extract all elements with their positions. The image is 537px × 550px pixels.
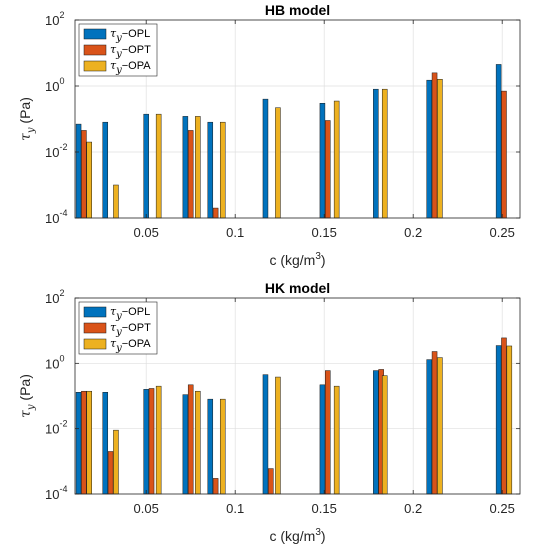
legend-swatch-opl [83,306,107,318]
x-tick-label: 0.05 [134,501,159,516]
bar-opa [506,345,513,495]
bar-opl [75,123,82,219]
bar-opl [182,394,189,495]
bar-opt [212,478,219,495]
bar-opl [262,374,269,495]
legend-label-opa: τy−OPA [110,337,151,354]
bar-opt [501,90,507,219]
bar-opt [81,130,87,219]
y-tick-label: 102 [45,288,64,306]
bar-opa [333,100,340,219]
chart-title: HK model [265,280,330,296]
legend-swatch-opl [83,28,107,40]
bar-opt [187,130,194,219]
bar-opt [501,337,507,495]
bar-opl [373,370,379,495]
chart-panel-2: 0.05 0.1 0.15 0.2 0.25 10-4 10-2 100 102 HK model… [17,280,521,544]
y-tick-label: 10-2 [45,419,67,437]
x-axis-label: c (kg/m3) [269,251,325,268]
x-tick-label: 0.1 [226,225,244,240]
axes-box [74,297,521,495]
bar-opa [437,357,443,495]
bar-opl [319,103,326,219]
bar-opa [381,375,388,495]
x-tick-label: 0.25 [490,225,515,240]
y-tick-label: 10-4 [45,208,67,226]
legend-label-opt: τy−OPT [110,321,151,338]
bar-opl [182,116,189,219]
bar-opa [195,390,201,495]
bar-opa [437,79,443,219]
y-tick-label: 10-4 [45,484,67,502]
bar-opa [275,376,281,495]
legend-label-opt: τy−OPT [110,43,151,60]
bar-opl [319,384,326,495]
x-tick-label: 0.1 [226,501,244,516]
chart-title: HB model [265,2,330,18]
x-axis-label: c (kg/m3) [269,527,325,544]
bar-opa [86,141,92,219]
bar-opa [275,107,281,219]
bar-opl [426,359,432,495]
bar-opl [143,113,149,219]
y-axis-label: τy (Pa) [17,374,37,418]
bar-opa [219,398,226,495]
bar-opt [325,120,331,219]
bar-opa [155,385,162,495]
bar-opl [102,121,109,219]
bar-opl [262,98,269,219]
bar-opa [113,184,119,219]
bar-opl [426,79,432,219]
bar-opt [431,351,438,495]
legend-swatch-opa [83,60,107,72]
x-tick-label: 0.25 [490,501,515,516]
bar-opa [195,116,201,219]
y-tick-label: 100 [45,76,64,94]
bar-opt [107,451,114,495]
y-tick-label: 102 [45,10,64,28]
bar-opl [143,389,149,495]
bar-opl [75,392,82,495]
axes-box [74,19,521,219]
legend-label-opa: τy−OPA [110,59,151,76]
chart-panel-1: 0.05 0.1 0.15 0.2 0.25 10-4 10-2 100 102 HB model… [17,2,521,268]
x-tick-label: 0.15 [312,501,337,516]
bar-opl [495,345,502,495]
bar-opt [325,370,331,495]
x-tick-label: 0.2 [404,225,422,240]
y-axis-label: τy (Pa) [17,97,37,141]
y-tick-label: 10-2 [45,142,67,160]
bar-opt [148,388,155,495]
bar-opa [333,385,340,495]
legend-swatch-opt [83,44,107,56]
x-tick-label: 0.15 [312,225,337,240]
legend-swatch-opa [83,338,107,350]
x-tick-label: 0.2 [404,501,422,516]
bar-opl [207,398,214,495]
bar-opl [102,392,109,495]
bar-opt [268,468,274,495]
bar-opt [81,390,87,495]
x-tick-label: 0.05 [134,225,159,240]
bar-opa [155,113,162,219]
bar-opa [113,429,119,495]
bar-opa [86,390,92,495]
legend-label-opl: τy−OPL [110,305,150,322]
bar-opt [212,207,219,219]
bar-opl [373,88,379,219]
bar-opl [207,121,214,219]
legend-label-opl: τy−OPL [110,27,150,44]
bar-opa [219,121,226,219]
bar-opt [431,72,438,219]
y-tick-label: 100 [45,353,64,371]
bar-opl [495,64,502,219]
legend-swatch-opt [83,322,107,334]
bar-opa [381,88,388,219]
bar-opt [187,384,194,495]
